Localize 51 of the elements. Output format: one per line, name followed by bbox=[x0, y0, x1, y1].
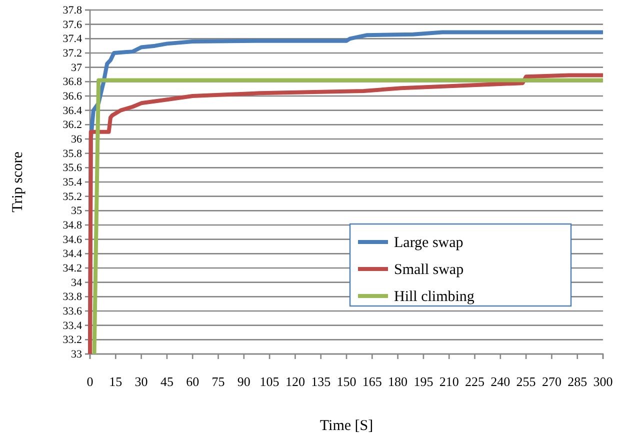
x-tick-label: 285 bbox=[568, 374, 588, 390]
x-tick-label: 270 bbox=[542, 374, 562, 390]
y-tick-label: 33.6 bbox=[62, 306, 82, 318]
y-tick-label: 36.2 bbox=[62, 119, 82, 132]
x-tick-label: 60 bbox=[186, 374, 200, 390]
legend-label: Large swap bbox=[394, 235, 464, 251]
x-tick-label: 75 bbox=[212, 374, 225, 390]
x-tick-label: 240 bbox=[490, 374, 510, 390]
y-tick-label: 33.2 bbox=[62, 334, 82, 346]
y-tick-label: 34.4 bbox=[62, 248, 82, 260]
x-tick-label: 30 bbox=[134, 374, 148, 390]
y-tick-label: 33.8 bbox=[62, 291, 82, 304]
x-tick-label: 90 bbox=[237, 374, 250, 390]
legend-label: Hill climbing bbox=[394, 289, 475, 305]
x-tick-label: 120 bbox=[285, 374, 305, 390]
y-tick-label: 33.4 bbox=[62, 320, 82, 332]
x-tick-label: 0 bbox=[86, 374, 94, 390]
x-tick-label: 45 bbox=[160, 374, 174, 390]
y-tick-label: 37 bbox=[71, 62, 82, 74]
y-tick-label: 35.8 bbox=[62, 148, 82, 160]
x-tick-label: 135 bbox=[311, 374, 331, 390]
y-axis-title: Trip score bbox=[10, 151, 26, 212]
y-tick-label: 35.2 bbox=[62, 190, 82, 203]
y-tick-label: 34.8 bbox=[62, 220, 82, 232]
y-tick-label: 37.2 bbox=[62, 48, 82, 60]
y-tick-label: 35 bbox=[71, 205, 82, 218]
x-tick-label: 15 bbox=[109, 374, 122, 390]
x-tick-label: 255 bbox=[516, 374, 536, 390]
y-tick-label: 35.4 bbox=[62, 176, 82, 189]
y-tick-label: 34.2 bbox=[62, 262, 82, 275]
x-tick-label: 165 bbox=[362, 374, 382, 390]
x-tick-label: 225 bbox=[465, 374, 484, 390]
x-tick-label: 195 bbox=[414, 374, 434, 390]
y-tick-label: 34 bbox=[71, 276, 82, 289]
y-tick-label: 33 bbox=[71, 348, 82, 361]
y-tick-label: 36 bbox=[71, 134, 82, 146]
y-tick-label: 36.6 bbox=[62, 90, 82, 103]
x-tick-label: 105 bbox=[260, 374, 280, 390]
x-tick-label: 210 bbox=[439, 374, 459, 390]
y-tick-label: 35.6 bbox=[62, 162, 82, 174]
legend-label: Small swap bbox=[394, 262, 464, 278]
y-tick-label: 36.8 bbox=[62, 76, 82, 88]
y-tick-label: 36.4 bbox=[62, 104, 82, 117]
y-tick-label: 34.6 bbox=[62, 234, 82, 246]
x-tick-label: 180 bbox=[388, 374, 408, 390]
y-tick-label: 37.6 bbox=[62, 18, 82, 31]
y-tick-label: 37.4 bbox=[62, 33, 82, 46]
y-tick-label: 37.8 bbox=[62, 4, 82, 17]
x-axis-title: Time [S] bbox=[320, 418, 374, 434]
x-tick-label: 300 bbox=[593, 374, 613, 390]
x-tick-label: 150 bbox=[336, 374, 356, 390]
